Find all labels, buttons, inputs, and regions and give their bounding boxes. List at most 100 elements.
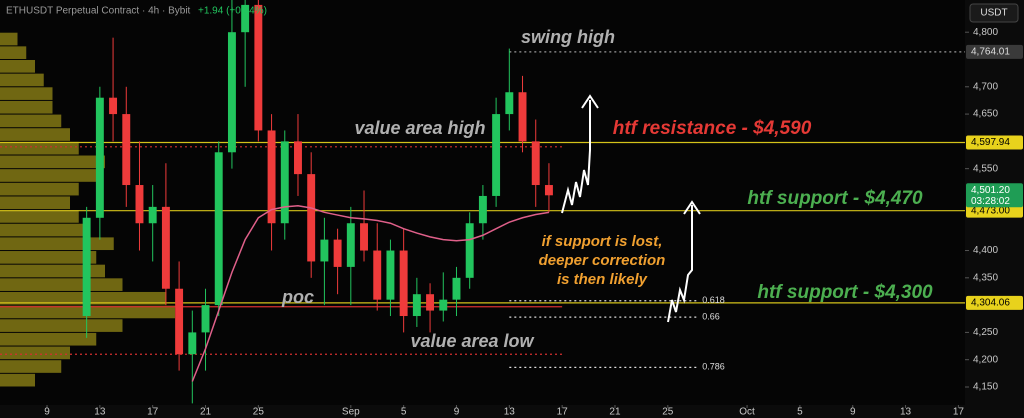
candle-body (412, 294, 421, 317)
candle-body (478, 195, 487, 224)
candle-body (227, 32, 236, 153)
x-tick-label: 21 (609, 407, 621, 418)
candle-body (201, 305, 210, 333)
annotation: if support is lost, (542, 233, 663, 250)
candle-body (254, 4, 263, 131)
volume-profile-bar (0, 223, 88, 237)
volume-profile-bar (0, 360, 62, 373)
y-tick-label: 4,200 (973, 354, 998, 365)
candle-body (399, 250, 408, 317)
x-tick-label: 21 (200, 407, 212, 418)
candle-body (439, 299, 448, 311)
candle-body (109, 97, 118, 115)
volume-profile-bar (0, 141, 79, 155)
candle-body (505, 92, 514, 115)
y-tick-label: 4,700 (973, 81, 998, 92)
currency[interactable]: USDT (980, 8, 1007, 19)
annotation: is then likely (557, 271, 648, 288)
price-tag (966, 44, 1023, 59)
candle-body (188, 332, 197, 355)
candle-body (161, 206, 170, 289)
candle-body (492, 114, 501, 196)
volume-profile-bar (0, 332, 97, 346)
annotation: htf resistance - $4,590 (613, 118, 812, 139)
price-tag (966, 295, 1023, 310)
annotation: htf support - $4,470 (747, 188, 923, 209)
volume-profile-bar (0, 346, 70, 360)
candle-body (333, 239, 342, 267)
volume-profile-bar (0, 87, 53, 100)
x-tick-label: 9 (850, 407, 856, 418)
candle-body (148, 206, 157, 224)
y-tick-label: 4,150 (973, 382, 998, 393)
countdown: 03:28:02 (971, 196, 1010, 207)
volume-profile-bar (0, 128, 70, 141)
change: +1.94 (+0.04%) (198, 6, 267, 17)
x-tick-label: 5 (401, 407, 407, 418)
volume-profile-bar (0, 319, 123, 332)
candle-body (214, 152, 223, 306)
volume-profile-bar (0, 237, 114, 251)
overlay: ETHUSDT Perpetual Contract · 4h · Bybit … (6, 3, 1019, 351)
candle-body (294, 141, 302, 175)
price-tag-label: 4,764.01 (971, 46, 1010, 57)
x-tick-label: 5 (797, 407, 803, 418)
fib-label: 0.66 (702, 311, 720, 321)
x-tick-label: 13 (504, 407, 516, 418)
candle-body (518, 92, 527, 142)
candle-body (82, 217, 91, 317)
candle-body (280, 141, 289, 224)
volume-profile-bar (0, 73, 44, 87)
y-tick-label: 4,550 (973, 163, 998, 174)
volume-profile-bar (0, 59, 35, 73)
candle-body (426, 294, 435, 311)
x-tick-label: 13 (900, 407, 912, 418)
candle-body (452, 277, 461, 300)
volume-profile-bar (0, 169, 97, 182)
annotation: swing high (521, 27, 615, 47)
candle-body (465, 223, 474, 278)
annotation: htf support - $4,300 (757, 282, 933, 303)
x-tick-label: 17 (557, 407, 569, 418)
candle-body (531, 141, 540, 186)
annotation: value area low (410, 331, 534, 351)
x-tick-label: Oct (739, 407, 755, 418)
price-tag-label: 4,597.94 (971, 137, 1010, 148)
fib-label: 0.618 (702, 295, 725, 305)
volume-profile-bar (0, 155, 105, 169)
volume-profile-bar (0, 373, 35, 387)
volume-profile-bar (0, 32, 18, 46)
x-tick-label: 17 (147, 407, 159, 418)
volume-profile-bar (0, 100, 53, 114)
candle-body (544, 185, 553, 196)
y-tick-label: 4,250 (973, 327, 998, 338)
price-tag-label: 4,304.06 (971, 298, 1010, 309)
candle-body (307, 174, 316, 262)
volume-profile-bar (0, 264, 105, 278)
fib-label: 0.786 (702, 362, 725, 372)
candle-body (360, 223, 368, 251)
x-tick-label: 13 (94, 407, 106, 418)
volume-profile-bar (0, 210, 79, 223)
volume-profile-bar (0, 278, 123, 291)
arrow (667, 205, 693, 323)
volume-profile-bar (0, 114, 62, 128)
price-tag-label: 4,473.00 (971, 205, 1010, 216)
candle-body (122, 114, 131, 186)
x-tick-label: 9 (454, 407, 460, 418)
annotation: deeper correction (539, 252, 666, 269)
time-axis (0, 405, 965, 418)
arrow (561, 100, 591, 214)
currency-box[interactable] (969, 3, 1019, 23)
candle-body (386, 250, 395, 300)
y-tick-label: 4,350 (973, 272, 998, 283)
candle-body (241, 4, 250, 33)
last-price-tag (966, 183, 1023, 208)
x-tick-label: Sep (342, 407, 360, 418)
x-tick-label: 9 (44, 407, 50, 418)
volume-profile-bar (0, 46, 27, 59)
candle-body (320, 239, 329, 262)
y-tick-label: 4,650 (973, 109, 998, 120)
